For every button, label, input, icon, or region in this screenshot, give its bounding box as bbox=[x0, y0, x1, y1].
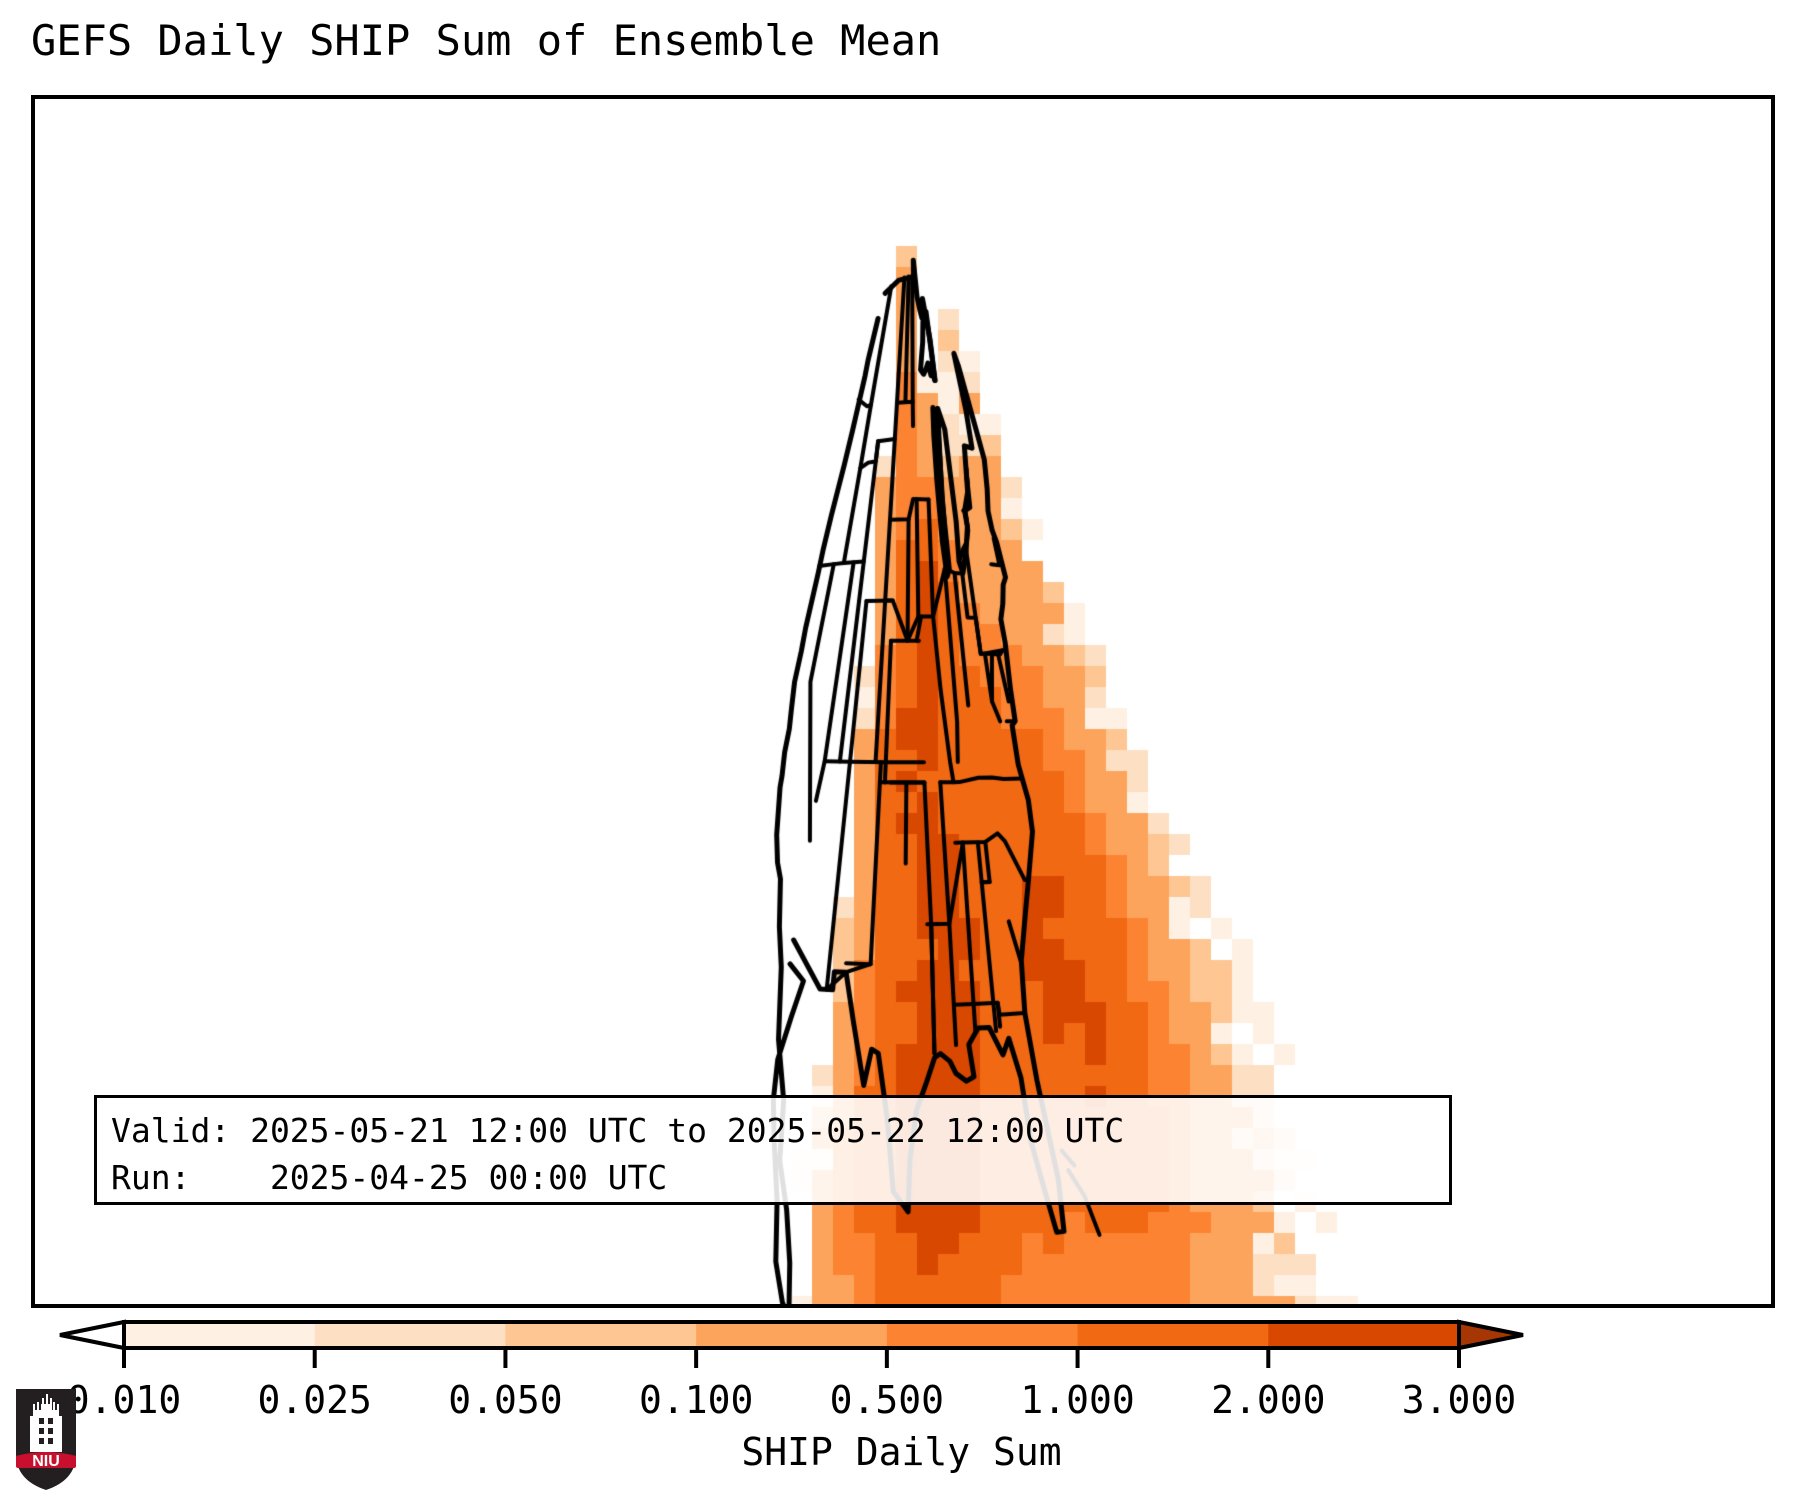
run-time-line: Run: 2025-04-25 00:00 UTC bbox=[111, 1158, 668, 1197]
colorbar-band bbox=[1268, 1322, 1460, 1348]
colorbar-tick-label: 0.025 bbox=[257, 1378, 372, 1422]
colorbar-outline bbox=[122, 1320, 1461, 1350]
colorbar-tick-label: 0.500 bbox=[829, 1378, 945, 1422]
colorbar-band bbox=[505, 1322, 697, 1348]
colorbar-band bbox=[886, 1322, 1079, 1348]
colorbar-band bbox=[314, 1322, 506, 1348]
valid-time-line: Valid: 2025-05-21 12:00 UTC to 2025-05-2… bbox=[111, 1111, 1125, 1150]
colorbar-tick-labels: 0.010 0.025 0.050 0.100 0.500 1.000 2.000 3.000 bbox=[0, 1378, 1803, 1426]
colorbar-band bbox=[1077, 1322, 1269, 1348]
info-box: Valid: 2025-05-21 12:00 UTC to 2025-05-2… bbox=[94, 1095, 1452, 1205]
colorbar-tick-label: 0.010 bbox=[66, 1378, 182, 1422]
niu-logo-text: NIU bbox=[32, 1453, 60, 1470]
colorbar-tick-label: 0.100 bbox=[638, 1378, 754, 1422]
colorbar-tick-label: 3.000 bbox=[1401, 1378, 1517, 1422]
colorbar-svg bbox=[59, 1319, 1524, 1368]
colorbar-tick-label: 1.000 bbox=[1020, 1378, 1135, 1422]
niu-logo: NIU bbox=[14, 1386, 78, 1492]
colorbar[interactable] bbox=[0, 1316, 1803, 1376]
colorbar-axis-label: SHIP Daily Sum bbox=[741, 1430, 1062, 1474]
colorbar-tick-label: 0.050 bbox=[448, 1378, 563, 1422]
page-title: GEFS Daily SHIP Sum of Ensemble Mean bbox=[31, 16, 942, 65]
map-axes[interactable]: Valid: 2025-05-21 12:00 UTC to 2025-05-2… bbox=[31, 95, 1775, 1308]
colorbar-under-arrow bbox=[59, 1319, 126, 1351]
colorbar-band bbox=[124, 1322, 316, 1348]
colorbar-over-arrow bbox=[1457, 1319, 1524, 1351]
colorbar-tick-label: 2.000 bbox=[1211, 1378, 1326, 1422]
colorbar-band bbox=[696, 1322, 888, 1348]
niu-shield-icon: NIU bbox=[16, 1389, 76, 1490]
